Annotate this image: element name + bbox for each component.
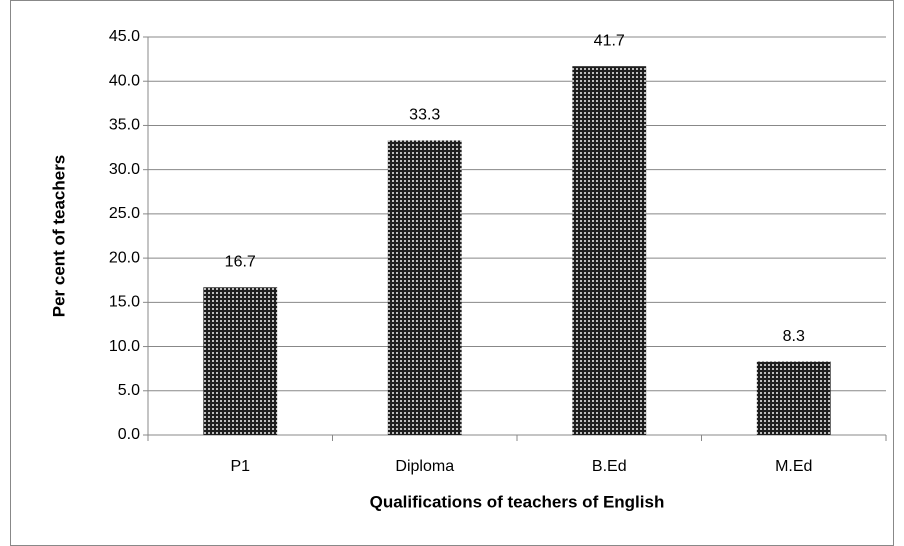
bar: [756, 361, 831, 435]
x-tick-label: Diploma: [395, 458, 454, 475]
y-tick-label: 35.0: [109, 117, 140, 134]
y-tick-label: 15.0: [109, 294, 140, 311]
y-tick-label: 10.0: [109, 338, 140, 355]
bar: [387, 140, 462, 436]
data-label: 41.7: [594, 32, 625, 49]
x-tick-label: P1: [230, 458, 250, 475]
y-tick-label: 0.0: [118, 426, 140, 443]
y-tick-label: 30.0: [109, 161, 140, 178]
y-tick-label: 45.0: [109, 28, 140, 45]
data-label: 8.3: [783, 328, 805, 345]
x-tick-label: B.Ed: [592, 458, 627, 475]
bar: [572, 66, 647, 435]
y-tick-label: 25.0: [109, 205, 140, 222]
x-tick-label: M.Ed: [775, 458, 812, 475]
y-tick-label: 20.0: [109, 249, 140, 266]
x-axis-title: Qualifications of teachers of English: [370, 492, 665, 511]
y-tick-label: 40.0: [109, 72, 140, 89]
data-label: 33.3: [409, 107, 440, 124]
data-label: 16.7: [225, 254, 256, 271]
y-axis-title: Per cent of teachers: [49, 155, 68, 318]
y-tick-label: 5.0: [118, 382, 140, 399]
bar: [203, 287, 278, 435]
